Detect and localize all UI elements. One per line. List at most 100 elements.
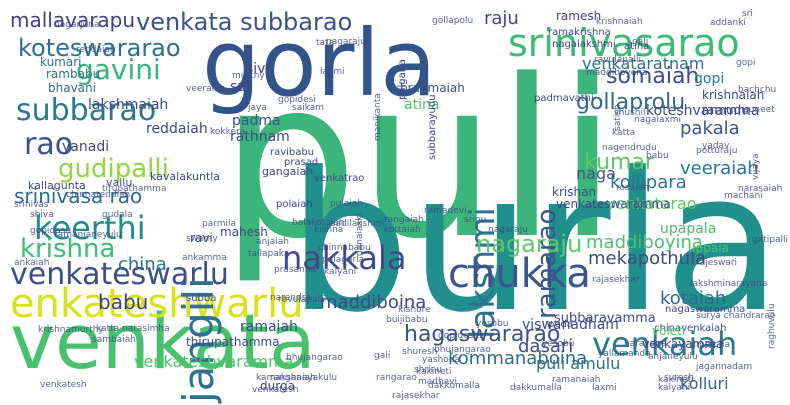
cloud-word: ramarao	[532, 208, 562, 320]
cloud-word: rangaiah	[384, 215, 424, 225]
cloud-word: vallu	[106, 176, 133, 189]
cloud-word: jaya	[248, 103, 267, 113]
cloud-word: yashoda	[422, 355, 460, 365]
cloud-word: uppala	[688, 241, 729, 255]
cloud-word: palgarla	[397, 59, 408, 100]
cloud-word: polaiah	[330, 199, 363, 209]
cloud-word: vijaya	[751, 153, 761, 181]
cloud-word: ravibabu	[270, 147, 315, 158]
cloud-word: venkateswaramma	[556, 197, 671, 211]
cloud-word: jagannadam	[696, 362, 753, 372]
cloud-word: kottaiah	[384, 225, 421, 235]
cloud-word: kalyani	[324, 267, 357, 277]
cloud-word: venkatrao	[314, 173, 365, 184]
cloud-word: madhavi	[418, 377, 458, 387]
cloud-word: gopi	[694, 71, 725, 87]
cloud-word: manikanta	[373, 92, 383, 141]
cloud-word: venkata	[10, 297, 316, 386]
cloud-word: prasad	[284, 157, 319, 168]
cloud-word: rajasekhar	[592, 275, 640, 285]
cloud-word: gangaiah	[262, 165, 314, 178]
cloud-word: gorla	[202, 10, 437, 117]
cloud-word: kumar	[584, 150, 654, 175]
cloud-word: padma	[232, 113, 281, 129]
cloud-word: reddaiah	[76, 45, 116, 55]
cloud-word: gopi	[736, 58, 756, 68]
cloud-word: swamy	[186, 234, 218, 244]
cloud-word: shiva	[30, 210, 54, 220]
cloud-word: bhujangarao	[434, 345, 491, 355]
cloud-word: venkatesh	[40, 380, 87, 390]
cloud-word: nagendrudu	[602, 143, 657, 153]
cloud-word: srinu	[464, 215, 487, 225]
cloud-word: venkayamma	[642, 337, 724, 351]
cloud-word: kishore	[398, 305, 431, 315]
cloud-word: babu	[98, 290, 149, 314]
cloud-word: suresh	[664, 373, 694, 383]
cloud-word: krishna	[20, 234, 116, 264]
cloud-word: viswanadham	[522, 317, 619, 333]
cloud-word: kotaiah	[660, 288, 727, 309]
cloud-word: kumari	[40, 55, 82, 69]
cloud-word: nagalakshmi	[552, 39, 616, 50]
cloud-word: gali	[632, 37, 649, 47]
cloud-word: lakshminarayana	[690, 279, 768, 289]
cloud-word: rajeswari	[696, 258, 738, 268]
cloud-word: laxmi	[592, 383, 617, 393]
cloud-word: subbarao	[16, 93, 157, 128]
cloud-word: matcha	[696, 340, 730, 350]
cloud-word: tallapaka	[248, 249, 290, 259]
cloud-word: nagalaxmi	[634, 115, 682, 125]
cloud-word: venkaiah	[592, 325, 738, 363]
cloud-word: rao	[24, 127, 74, 162]
cloud-word: venkatarao	[606, 194, 697, 213]
cloud-word: mekapothula	[588, 248, 707, 269]
cloud-word: lakshmaiah	[88, 97, 169, 113]
cloud-word: hagaswararao	[404, 322, 561, 347]
cloud-word: rangarao	[376, 373, 417, 383]
cloud-word: rathnam	[230, 129, 290, 145]
cloud-word: ramanjaneyulu	[54, 230, 122, 240]
cloud-word: gali	[374, 351, 391, 361]
cloud-word: katta	[612, 128, 636, 138]
cloud-word: tata	[316, 38, 335, 48]
cloud-word: venkateshvaramma	[134, 352, 294, 371]
cloud-word: ramesh	[556, 9, 602, 23]
cloud-word: suneet	[744, 105, 775, 115]
cloud-word: laxmi	[320, 67, 345, 77]
cloud-word: murthy	[232, 71, 265, 81]
cloud-word: srinivasarao	[508, 21, 740, 65]
cloud-word: kokkera	[210, 127, 246, 137]
cloud-word: venkataratnam	[582, 54, 705, 73]
cloud-word: rambabu	[46, 67, 101, 81]
cloud-word: subbaravamma	[554, 311, 656, 326]
cloud-word: kamakshaiah	[256, 373, 316, 383]
cloud-word: somaiah	[606, 64, 700, 89]
cloud-word: kommanaboina	[448, 348, 588, 369]
cloud-word: sambaiah	[92, 335, 136, 345]
cloud-word: veeraiah	[680, 158, 759, 179]
cloud-word: saikam	[292, 103, 325, 113]
cloud-word: srinivasa rao	[14, 184, 143, 208]
cloud-word: gollapolu	[432, 16, 474, 26]
cloud-word: kallagunta	[28, 179, 86, 192]
cloud-word: gollaprolu	[576, 90, 686, 115]
cloud-word: narendra	[270, 293, 311, 303]
cloud-word: gatipalli	[752, 235, 788, 245]
cloud-word: krishnaiah	[702, 88, 765, 102]
cloud-word: burla	[288, 132, 782, 355]
cloud-word: gopideshi	[438, 331, 482, 341]
cloud-word: sri	[742, 9, 753, 19]
cloud-word: dakkumalla	[428, 381, 480, 391]
cloud-word: pakala	[680, 118, 740, 139]
cloud-word: kollipara	[610, 172, 687, 193]
cloud-word: ramadevi	[424, 206, 467, 216]
cloud-word: narasaiah	[738, 184, 783, 194]
cloud-word: mallavarapu	[10, 8, 136, 32]
cloud-word: bhavani	[48, 81, 96, 95]
cloud-word: ankaiah	[14, 258, 50, 268]
cloud-word: nagaraju	[476, 230, 583, 258]
cloud-word: gudipalli	[58, 154, 169, 184]
cloud-word: aadilakshmi	[330, 219, 385, 229]
